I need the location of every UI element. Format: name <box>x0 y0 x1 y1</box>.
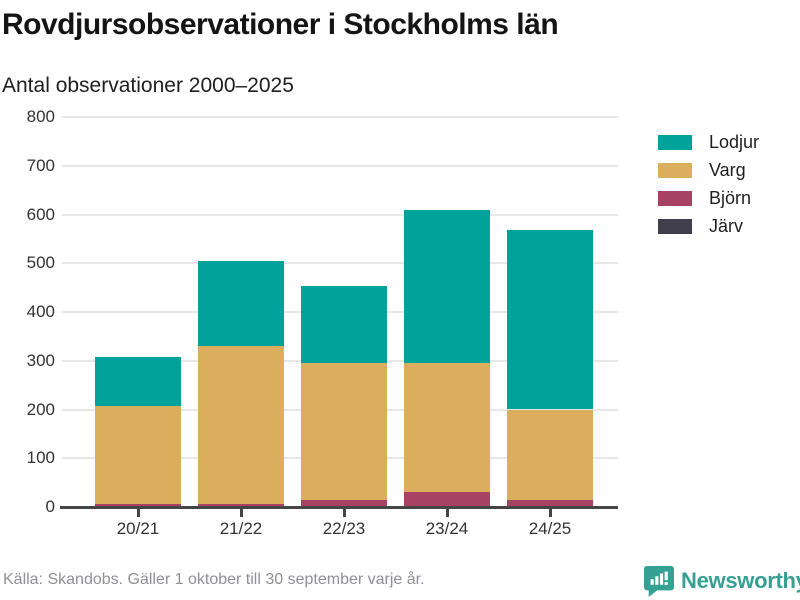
bar-segment-22-23-lodjur <box>301 286 387 363</box>
x-axis-line <box>60 506 618 509</box>
legend-swatch-lodjur <box>658 134 692 150</box>
gridline-500 <box>62 262 618 265</box>
y-tick-label-800: 800 <box>26 107 55 126</box>
bar-segment-20-21-varg <box>95 405 181 504</box>
legend-label: Björn <box>709 187 752 208</box>
newsworthy-speech-bubble-icon <box>644 566 674 597</box>
x-tick-23-24 <box>445 509 449 517</box>
chart-subtitle: Antal observationer 2000–2025 <box>2 74 294 97</box>
bar-segment-23-24-varg <box>404 362 490 493</box>
bar-segment-22-23-björn <box>301 499 387 507</box>
y-tick-label-500: 500 <box>26 253 55 273</box>
bar-segment-21-22-lodjur <box>198 260 284 347</box>
x-tick-22-23 <box>342 509 346 517</box>
bar-segment-23-24-björn <box>404 492 490 507</box>
x-tick-label-22-23: 22/23 <box>322 519 366 538</box>
y-tick-label-0: 0 <box>45 497 55 516</box>
x-tick-20-21 <box>136 509 140 517</box>
bar-segment-20-21-lodjur <box>95 356 181 406</box>
legend-item-jarv: Järv <box>658 215 759 237</box>
bar-segment-23-24-lodjur <box>404 210 490 363</box>
bar-segment-24-25-lodjur <box>507 230 593 410</box>
legend-swatch-varg <box>658 162 692 178</box>
x-tick-label-20-21: 20/21 <box>116 519 160 538</box>
gridline-700 <box>62 164 618 167</box>
legend-label: Järv <box>709 215 744 236</box>
x-tick-24-25 <box>548 509 552 517</box>
newsworthy-logo: Newsworthy <box>644 565 800 597</box>
bar-segment-21-22-varg <box>198 346 284 504</box>
legend-swatch-jarv <box>658 218 692 234</box>
bar-segment-21-22-björn <box>198 503 284 507</box>
y-tick-label-700: 700 <box>26 155 55 175</box>
legend-label: Varg <box>709 159 746 180</box>
y-tick-label-600: 600 <box>26 204 55 224</box>
legend-label: Lodjur <box>709 131 760 152</box>
x-tick-label-21-22: 21/22 <box>219 519 263 538</box>
chart-title: Rovdjursobservationer i Stockholms län <box>2 8 559 41</box>
bar-segment-22-23-varg <box>301 362 387 500</box>
y-tick-label-400: 400 <box>26 302 55 321</box>
legend-item-bjorn: Björn <box>658 187 759 209</box>
gridline-800 <box>62 116 618 118</box>
bar-segment-20-21-björn <box>95 503 181 507</box>
legend-swatch-bjorn <box>658 190 692 206</box>
bar-segment-24-25-varg <box>507 409 593 501</box>
legend-item-varg: Varg <box>658 159 759 181</box>
newsworthy-wordmark: Newsworthy <box>681 568 800 593</box>
y-tick-label-300: 300 <box>26 350 55 370</box>
x-tick-label-24-25: 24/25 <box>528 519 572 538</box>
y-tick-label-200: 200 <box>26 399 55 419</box>
source-note: Källa: Skandobs. Gäller 1 oktober till 3… <box>3 571 425 588</box>
legend: Lodjur Varg Björn Järv <box>658 131 759 243</box>
bar-segment-24-25-björn <box>507 500 593 507</box>
x-tick-label-23-24: 23/24 <box>425 519 469 538</box>
y-tick-label-100: 100 <box>26 448 55 468</box>
x-tick-21-22 <box>239 509 243 517</box>
legend-item-lodjur: Lodjur <box>658 131 759 153</box>
gridline-600 <box>62 213 618 216</box>
